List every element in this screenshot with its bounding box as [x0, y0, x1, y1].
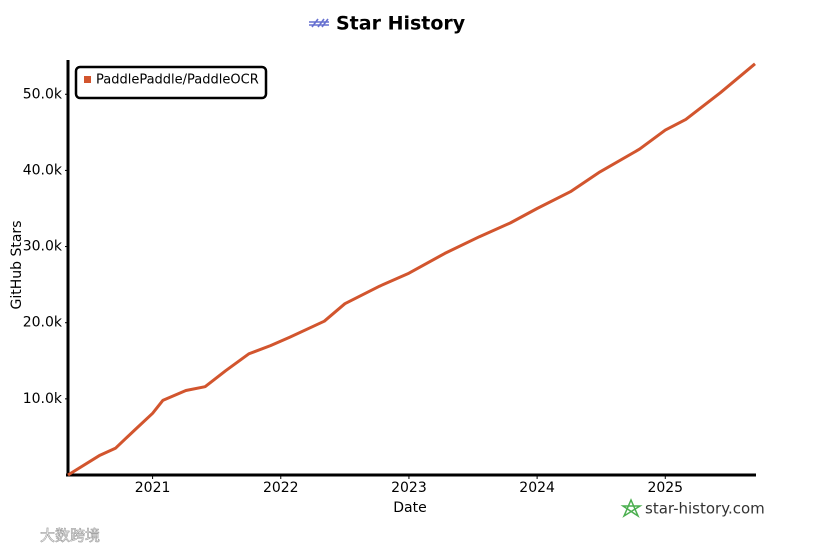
y-tick-label: 50.0k	[23, 86, 63, 102]
line-series	[67, 62, 756, 477]
x-tick-label: 2023	[391, 480, 427, 496]
chart-title: Star History	[336, 13, 466, 35]
x-tick-label: 2024	[519, 480, 555, 496]
legend-box	[74, 65, 268, 100]
x-tick-label: 2025	[647, 480, 683, 496]
y-axis-label: GitHub Stars	[9, 221, 25, 310]
x-tick-label: 2022	[263, 480, 299, 496]
y-tick-label: 40.0k	[23, 162, 63, 178]
y-tick-label: 20.0k	[23, 315, 63, 331]
y-tick-label: 30.0k	[23, 239, 63, 255]
x-tick-label: 2021	[135, 480, 171, 496]
watermark: 大数跨境	[40, 527, 100, 545]
logo	[309, 18, 329, 28]
legend-swatch	[84, 76, 91, 83]
legend-label: PaddlePaddle/PaddleOCR	[96, 73, 259, 88]
source-logo	[620, 498, 643, 519]
y-tick-label: 10.0k	[23, 391, 63, 407]
x-axis-label: Date	[393, 500, 426, 516]
source: star-history.com	[645, 500, 765, 518]
